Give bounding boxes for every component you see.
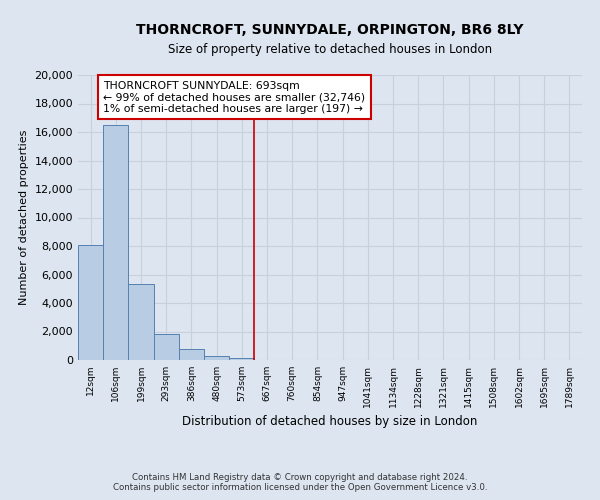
Bar	[204, 356, 229, 360]
Text: THORNCROFT SUNNYDALE: 693sqm
← 99% of detached houses are smaller (32,746)
1% of: THORNCROFT SUNNYDALE: 693sqm ← 99% of de…	[103, 80, 365, 114]
Bar	[154, 334, 179, 360]
Bar	[103, 125, 128, 360]
Bar	[128, 284, 154, 360]
X-axis label: Distribution of detached houses by size in London: Distribution of detached houses by size …	[182, 416, 478, 428]
Text: THORNCROFT, SUNNYDALE, ORPINGTON, BR6 8LY: THORNCROFT, SUNNYDALE, ORPINGTON, BR6 8L…	[136, 22, 524, 36]
Text: Contains HM Land Registry data © Crown copyright and database right 2024.
Contai: Contains HM Land Registry data © Crown c…	[113, 473, 487, 492]
Text: Size of property relative to detached houses in London: Size of property relative to detached ho…	[168, 42, 492, 56]
Bar	[229, 358, 254, 360]
Bar	[78, 244, 103, 360]
Bar	[179, 348, 204, 360]
Y-axis label: Number of detached properties: Number of detached properties	[19, 130, 29, 305]
